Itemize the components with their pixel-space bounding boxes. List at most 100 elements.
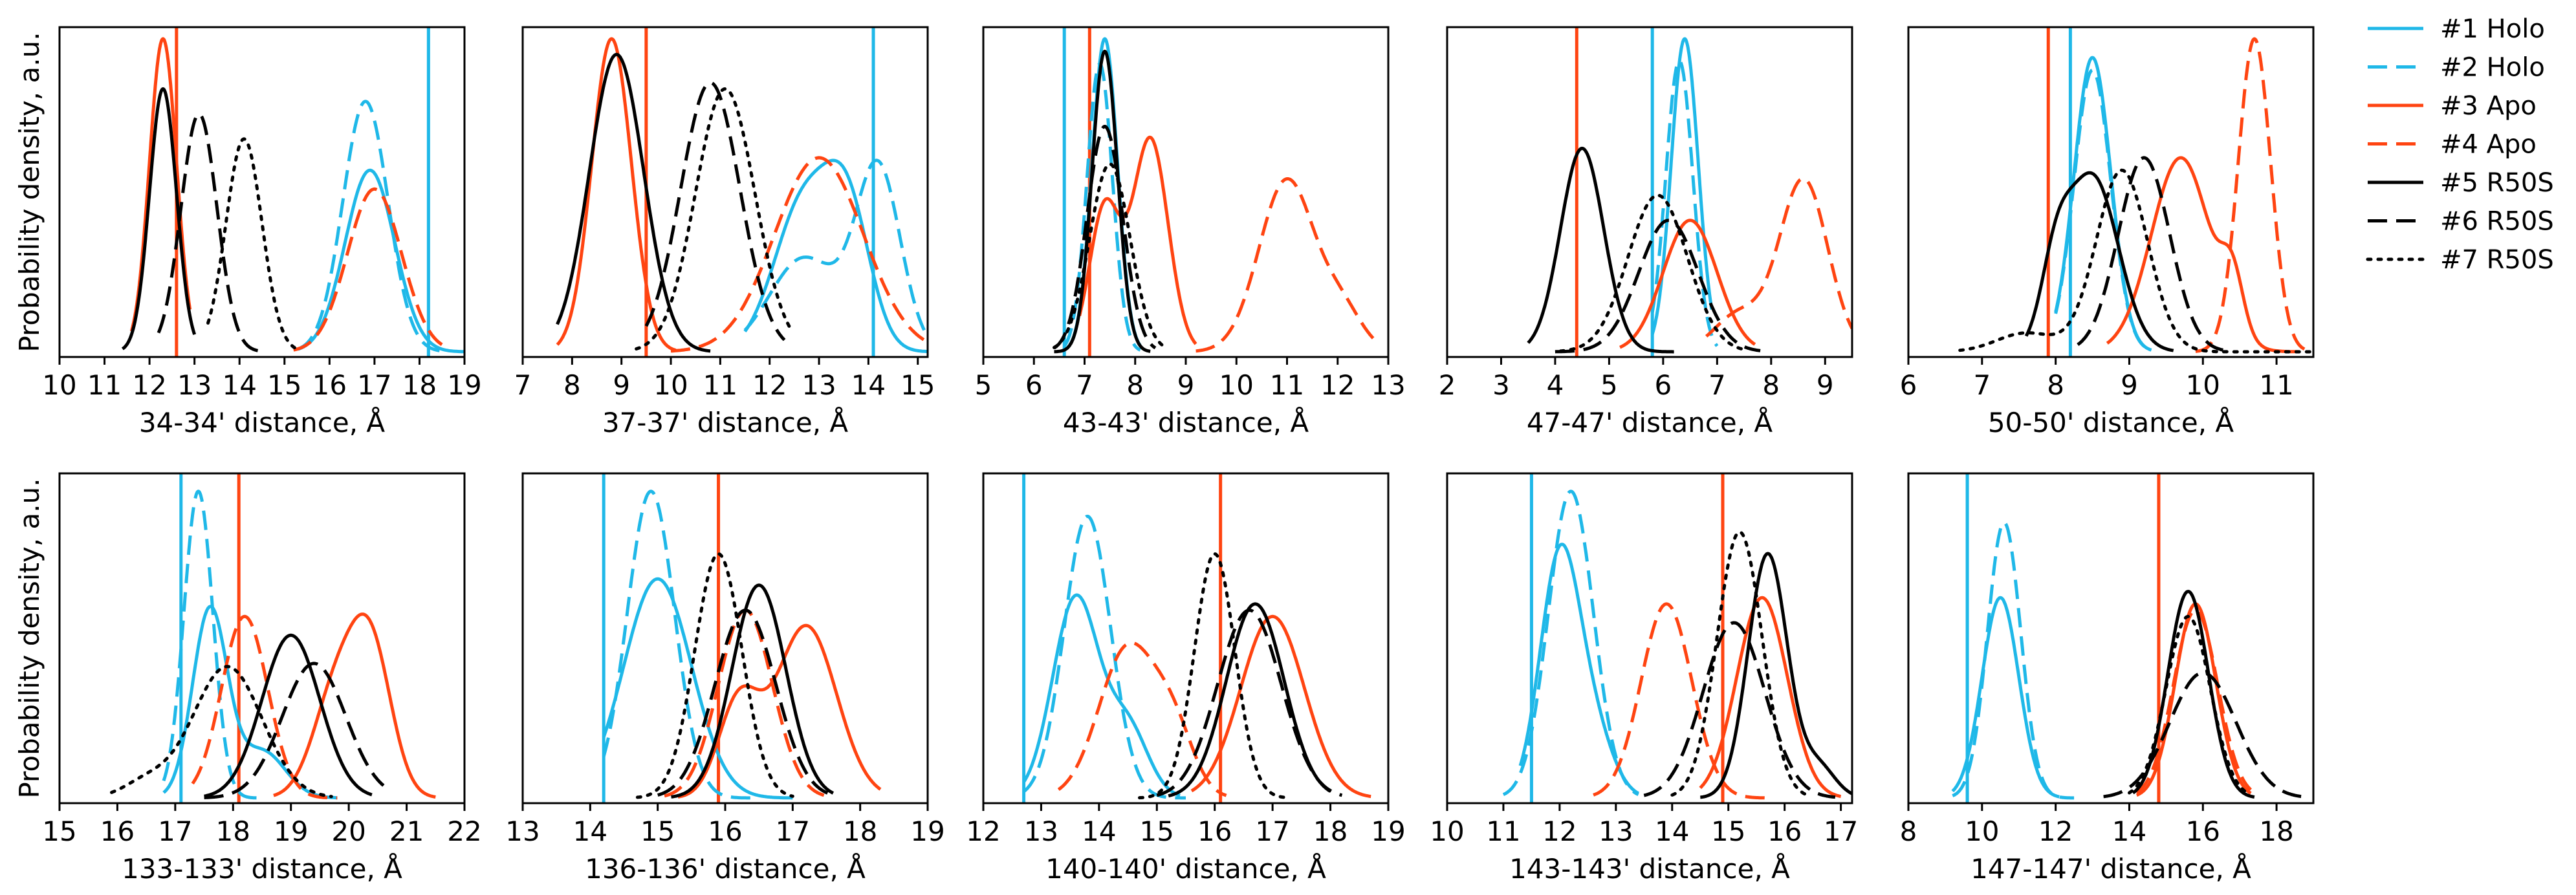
- x-axis-label: 47-47' distance, Å: [1527, 406, 1773, 438]
- series-7-r50s: [110, 665, 333, 799]
- panel-34-34: 10 11 12 13 14 15 16 17 18 19 34-34' distance, Å: [42, 26, 482, 438]
- x-tick-label: 20: [331, 815, 366, 847]
- x-tick-label: 15: [640, 815, 675, 847]
- series-5-r50s: [1053, 49, 1152, 354]
- series-6-r50s: [2077, 156, 2226, 352]
- x-tick-label: 16: [2186, 815, 2220, 847]
- legend-item-5-r50s: #5 R50S: [2368, 168, 2554, 198]
- x-tick-label: 4: [1547, 369, 1564, 401]
- x-axis-label: 43-43' distance, Å: [1063, 406, 1309, 438]
- legend-label: #4 Apo: [2440, 130, 2537, 160]
- x-tick-label: 12: [966, 815, 1000, 847]
- series-7-r50s: [1670, 530, 1809, 797]
- legend-item-2-holo: #2 Holo: [2368, 53, 2545, 83]
- series-4-apo: [2135, 609, 2252, 794]
- x-tick-label: 14: [2112, 815, 2146, 847]
- x-tick-label: 16: [1197, 815, 1232, 847]
- legend-label: #1 Holo: [2440, 14, 2545, 44]
- x-tick-label: 6: [1900, 369, 1917, 401]
- x-tick-label: 11: [703, 369, 737, 401]
- x-tick-label: 14: [851, 369, 886, 401]
- series-1-holo: [297, 168, 464, 354]
- legend-item-1-holo: #1 Holo: [2368, 14, 2545, 44]
- x-tick-label: 16: [1767, 815, 1802, 847]
- legend-label: #2 Holo: [2440, 53, 2545, 83]
- series-4-apo: [191, 614, 338, 800]
- x-tick-label: 7: [1708, 369, 1726, 401]
- x-tick-label: 18: [843, 815, 877, 847]
- series-3-apo: [2106, 156, 2299, 354]
- x-tick-label: 12: [132, 369, 166, 401]
- x-tick-label: 17: [158, 815, 192, 847]
- x-tick-label: 12: [1542, 815, 1577, 847]
- x-tick-label: 8: [2047, 369, 2064, 401]
- x-tick-label: 19: [910, 815, 944, 847]
- series-7-r50s: [1138, 552, 1292, 800]
- x-tick-label: 19: [447, 369, 481, 401]
- legend: #1 Holo #2 Holo #3 Apo #4 Apo #5 R50S #6 R50S…: [2366, 14, 2554, 275]
- plot-frame: [1907, 472, 2315, 804]
- plot-frame: [1446, 26, 1853, 358]
- x-tick-label: 14: [1082, 815, 1116, 847]
- x-tick-label: 13: [802, 369, 836, 401]
- series-4-apo: [1057, 641, 1227, 797]
- series-3-apo: [2135, 602, 2252, 797]
- series-3-apo: [1078, 135, 1197, 345]
- series-3-apo: [1190, 614, 1371, 799]
- series-2-holo: [743, 158, 928, 338]
- x-axis-label: 34-34' distance, Å: [139, 406, 386, 438]
- x-tick-label: 8: [1762, 369, 1780, 401]
- legend-item-4-apo: #4 Apo: [2368, 130, 2537, 160]
- x-tick-label: 10: [1219, 369, 1254, 401]
- x-tick-label: 5: [1600, 369, 1618, 401]
- series-5-r50s: [2132, 590, 2256, 799]
- legend-label: #3 Apo: [2440, 91, 2537, 121]
- series-3-apo: [677, 623, 882, 799]
- x-axis-label: 133-133' distance, Å: [122, 852, 402, 885]
- series-6-r50s: [657, 609, 834, 797]
- x-tick-label: 17: [357, 369, 391, 401]
- series-6-r50s: [1643, 621, 1836, 799]
- series-3-apo: [273, 612, 437, 799]
- series-3-apo: [1699, 596, 1842, 798]
- plot-frame: [521, 26, 929, 358]
- x-tick-label: 13: [1024, 815, 1058, 847]
- panel-133-133: 15 16 17 18 19 20 21 22 133-133' distance, Å: [42, 472, 482, 885]
- series-2-holo: [297, 100, 443, 353]
- x-tick-label: 16: [312, 369, 347, 401]
- series-6-r50s: [1555, 219, 1761, 354]
- legend-item-6-r50s: #6 R50S: [2368, 207, 2554, 237]
- series-1-holo: [1022, 593, 1181, 797]
- series-1-holo: [1951, 596, 2060, 799]
- x-tick-label: 9: [613, 369, 630, 401]
- series-5-r50s: [1168, 602, 1331, 798]
- x-tick-label: 14: [573, 815, 607, 847]
- x-tick-label: 6: [1654, 369, 1672, 401]
- panel-50-50: 6 7 8 9 10 11 50-50' distance, Å: [1900, 26, 2315, 438]
- x-tick-label: 16: [708, 815, 742, 847]
- x-tick-label: 11: [2259, 369, 2293, 401]
- x-tick-label: 17: [1255, 815, 1289, 847]
- panel-143-143: 10 11 12 13 14 15 16 17 143-143' distance, Å: [1430, 472, 1858, 885]
- x-axis-label: 136-136' distance, Å: [585, 852, 866, 885]
- panel-140-140: 12 13 14 15 16 17 18 19 140-140' distance, Å: [966, 472, 1406, 885]
- series-2-holo: [1063, 62, 1142, 352]
- x-tick-label: 10: [653, 369, 688, 401]
- x-tick-label: 9: [2121, 369, 2138, 401]
- series-2-holo: [2054, 68, 2153, 352]
- x-tick-label: 15: [42, 815, 76, 847]
- x-tick-label: 17: [1824, 815, 1858, 847]
- legend-item-3-apo: #3 Apo: [2368, 91, 2537, 121]
- x-tick-label: 7: [1973, 369, 1991, 401]
- plot-frame: [1907, 26, 2315, 358]
- x-tick-label: 9: [1817, 369, 1834, 401]
- plot-frame: [1446, 472, 1853, 804]
- x-tick-label: 6: [1025, 369, 1043, 401]
- series-1-holo: [162, 605, 338, 800]
- series-5-r50s: [1527, 146, 1675, 354]
- series-6-r50s: [1053, 125, 1157, 350]
- series-2-holo: [1502, 490, 1639, 796]
- series-4-apo: [292, 187, 443, 352]
- series-5-r50s: [670, 583, 835, 799]
- x-tick-label: 10: [42, 369, 76, 401]
